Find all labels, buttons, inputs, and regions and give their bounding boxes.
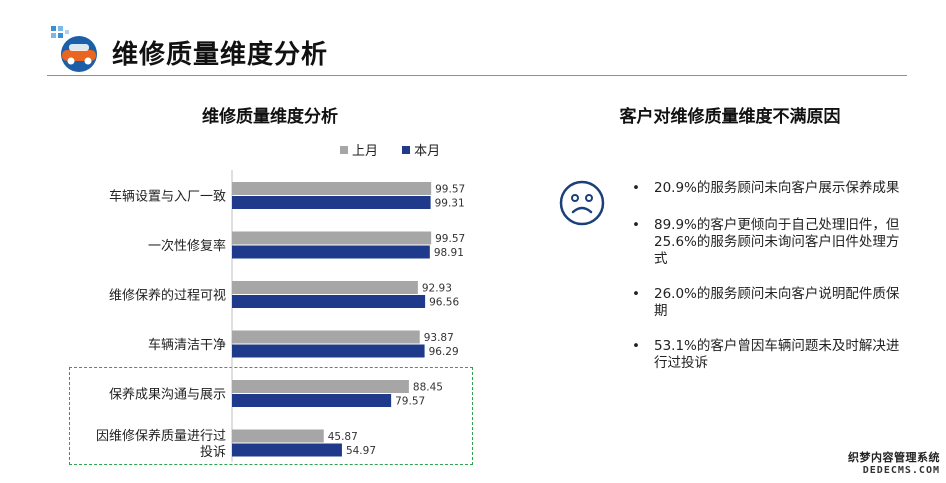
value-label: 96.56 [429,297,459,309]
sad-face-icon [559,180,605,226]
chart-title: 维修质量维度分析 [202,107,338,127]
category-label: 因维修保养质量进行过投诉 [96,428,226,460]
legend-swatch-current [402,145,411,154]
value-label: 96.29 [429,346,459,358]
bar-previous-month [232,429,324,443]
reason-item: • 26.0%的服务顾问未向客户说明配件质保期 [632,286,904,320]
bullet-glyph: • [632,286,640,302]
page-header: 维修质量维度分析 [0,0,946,80]
value-label: 92.93 [422,283,452,295]
value-label: 99.57 [435,184,465,196]
category-label: 一次性修复率 [148,238,226,254]
legend-item-previous: 上月 [340,140,378,159]
watermark-line1: 织梦内容管理系统 [848,451,940,464]
bar-current-month [232,344,425,358]
logo-icon [51,26,97,72]
bar-previous-month [232,182,432,195]
reason-text: 89.9%的客户更倾向于自己处理旧件，但25.6%的服务顾问未询问客户旧件处理方… [654,217,900,267]
value-label: 98.91 [434,247,464,259]
chart-legend: 上月 本月 [340,140,460,159]
reason-item: • 20.9%的服务顾问未向客户展示保养成果 [632,180,904,197]
bar-current-month [232,196,431,209]
legend-item-current: 本月 [402,140,440,159]
legend-label-current: 本月 [414,144,441,159]
bar-current-month [232,394,392,407]
bar-previous-month [232,231,432,245]
reason-text: 20.9%的服务顾问未向客户展示保养成果 [654,180,900,196]
category-label: 维修保养的过程可视 [109,288,226,304]
reason-text: 26.0%的服务顾问未向客户说明配件质保期 [654,286,900,319]
page-title: 维修质量维度分析 [112,40,329,70]
category-label: 车辆设置与入厂一致 [109,189,226,205]
category-label: 保养成果沟通与展示 [109,387,226,403]
highlight-box [69,367,473,465]
reasons-title: 客户对维修质量维度不满原因 [619,107,841,127]
value-label: 99.31 [435,198,465,210]
bullet-glyph: • [632,338,640,354]
bar-current-month [232,245,430,259]
bullet-glyph: • [632,180,640,196]
bar-previous-month [232,380,409,393]
reason-text: 53.1%的客户曾因车辆问题未及时解决进行过投诉 [654,338,900,371]
value-label: 54.97 [346,445,376,457]
bar-previous-month [232,281,418,294]
category-label: 车辆清洁干净 [148,337,226,353]
reason-item: • 53.1%的客户曾因车辆问题未及时解决进行过投诉 [632,338,904,372]
watermark-line2: DEDECMS.COM [862,465,940,476]
value-label: 93.87 [424,332,454,344]
value-label: 79.57 [395,396,425,408]
bar-current-month [232,443,342,457]
title-divider [47,75,907,76]
bar-current-month [232,295,426,308]
value-label: 88.45 [413,382,443,394]
reason-item: • 89.9%的客户更倾向于自己处理旧件，但25.6%的服务顾问未询问客户旧件处… [632,217,904,268]
value-label: 45.87 [328,431,358,443]
value-label: 99.57 [435,233,465,245]
bar-previous-month [232,330,420,344]
legend-label-previous: 上月 [352,144,379,159]
bullet-glyph: • [632,217,640,233]
reasons-list: • 20.9%的服务顾问未向客户展示保养成果 • 89.9%的客户更倾向于自己处… [632,180,904,389]
watermark: 织梦内容管理系统 DEDECMS.COM [836,449,940,476]
legend-swatch-previous [340,145,348,154]
